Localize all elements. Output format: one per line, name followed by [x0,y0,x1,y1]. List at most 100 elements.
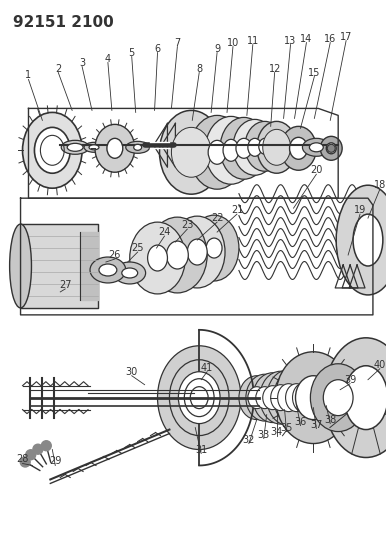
Text: 33: 33 [258,430,270,440]
Ellipse shape [286,384,307,411]
Ellipse shape [122,268,138,278]
Ellipse shape [107,139,123,158]
Ellipse shape [303,139,330,156]
Ellipse shape [171,127,211,177]
Text: 12: 12 [268,63,281,74]
Ellipse shape [320,136,342,160]
Ellipse shape [189,116,245,189]
Text: 19: 19 [354,205,366,215]
Ellipse shape [257,122,296,173]
Text: 37: 37 [310,419,322,430]
Ellipse shape [84,142,104,152]
Text: 28: 28 [16,455,29,464]
Ellipse shape [253,373,293,423]
Text: 35: 35 [281,423,293,433]
Text: 40: 40 [374,360,386,370]
Ellipse shape [61,140,89,154]
Ellipse shape [256,386,274,409]
Ellipse shape [178,372,220,424]
Ellipse shape [181,376,217,419]
Ellipse shape [159,110,223,194]
Circle shape [33,444,43,454]
Ellipse shape [233,119,277,175]
Ellipse shape [23,112,82,188]
Text: 8: 8 [196,63,202,74]
Ellipse shape [158,346,241,449]
Ellipse shape [187,239,207,265]
Text: 4: 4 [105,53,111,63]
Polygon shape [21,224,98,308]
Ellipse shape [248,139,262,156]
Ellipse shape [275,352,351,443]
Ellipse shape [281,126,316,170]
Ellipse shape [327,144,335,152]
Text: 39: 39 [344,375,356,385]
Ellipse shape [126,141,150,154]
Ellipse shape [260,371,301,424]
Text: 2: 2 [55,63,61,74]
Circle shape [20,457,30,467]
Text: 22: 22 [211,213,223,223]
Ellipse shape [293,383,316,413]
Ellipse shape [267,370,310,425]
Text: 10: 10 [227,38,239,47]
Ellipse shape [10,224,31,308]
Text: 36: 36 [294,417,307,426]
Text: 14: 14 [300,34,313,44]
Ellipse shape [181,139,201,165]
Text: 18: 18 [374,180,386,190]
Text: 23: 23 [181,220,194,230]
Text: 26: 26 [109,250,121,260]
Ellipse shape [99,264,117,276]
Ellipse shape [324,338,388,457]
Text: 15: 15 [308,68,320,77]
Ellipse shape [248,386,266,409]
Text: 17: 17 [340,31,352,42]
Text: 34: 34 [270,426,283,437]
Ellipse shape [220,117,268,179]
Ellipse shape [35,127,70,173]
Ellipse shape [344,366,388,430]
Text: 24: 24 [158,227,171,237]
Text: 5: 5 [128,47,135,58]
Ellipse shape [170,360,229,435]
Text: 27: 27 [59,280,71,290]
Ellipse shape [269,138,284,157]
Ellipse shape [246,374,284,421]
Text: 29: 29 [49,456,61,466]
Ellipse shape [166,241,188,269]
Ellipse shape [336,185,388,295]
Text: 3: 3 [79,58,85,68]
Text: 16: 16 [324,34,336,44]
Ellipse shape [289,138,307,159]
Text: 30: 30 [126,367,138,377]
Ellipse shape [353,214,383,266]
Ellipse shape [236,139,252,158]
Text: 32: 32 [242,434,255,445]
Text: 38: 38 [324,415,336,425]
Circle shape [26,450,36,460]
Text: 41: 41 [201,363,213,373]
Ellipse shape [205,116,257,184]
Text: 6: 6 [154,44,161,54]
Ellipse shape [67,143,83,151]
Text: 9: 9 [214,44,220,54]
Text: 21: 21 [231,205,243,215]
Ellipse shape [259,139,271,154]
Ellipse shape [147,245,168,271]
Ellipse shape [134,144,142,150]
Ellipse shape [184,379,214,417]
Ellipse shape [90,257,126,283]
Ellipse shape [147,217,207,293]
Ellipse shape [326,143,336,154]
Ellipse shape [170,216,225,288]
Text: 11: 11 [247,36,259,46]
Ellipse shape [89,145,99,150]
Ellipse shape [310,364,366,432]
Ellipse shape [309,143,323,152]
Ellipse shape [278,384,300,411]
Ellipse shape [95,124,135,172]
Text: 1: 1 [26,70,31,80]
Ellipse shape [281,367,328,429]
Text: 31: 31 [195,445,207,455]
